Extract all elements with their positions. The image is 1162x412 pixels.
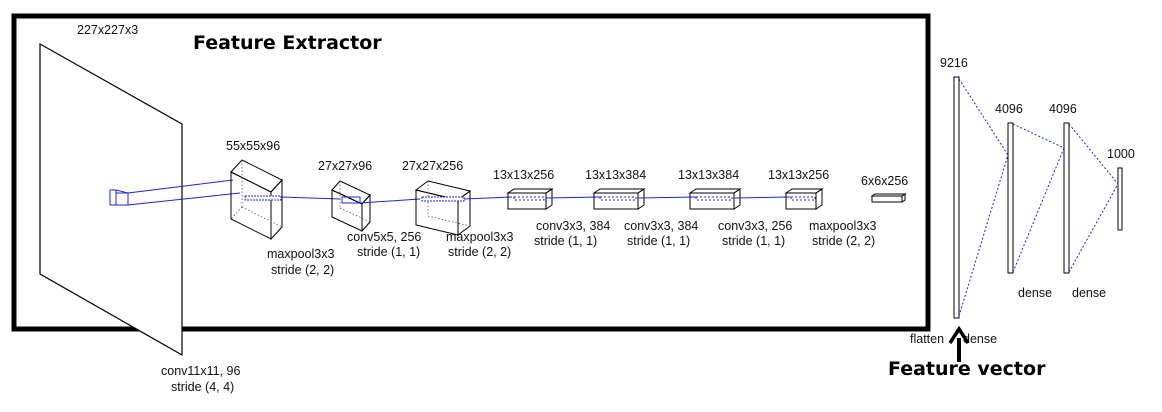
conv4-size-label: 13x13x384	[678, 168, 739, 182]
pool2-block	[506, 188, 554, 210]
proj-conv4	[733, 196, 791, 199]
conv5-size-label: 13x13x256	[768, 168, 829, 182]
conv1-block	[230, 159, 283, 241]
pool1-kernel	[341, 196, 361, 204]
proj-input-top	[127, 179, 234, 194]
dense0-op-label: dense	[963, 332, 997, 346]
pool1-block	[331, 180, 371, 233]
dense1-layer	[1007, 122, 1014, 274]
dense-connections	[958, 78, 1119, 317]
pool2-stride-label: stride (2, 2)	[448, 245, 511, 259]
conv1-size-label: 55x55x96	[226, 139, 280, 153]
pool5-op-label: maxpool3x3	[809, 219, 876, 233]
conv2-size-label: 27x27x256	[402, 159, 463, 173]
conv5-block	[784, 188, 824, 210]
conv5-op-label: conv3x3, 256	[718, 219, 792, 233]
conv4-kernel	[695, 196, 733, 201]
pool5-stride-label: stride (2, 2)	[812, 234, 875, 248]
output-layer	[1117, 167, 1123, 231]
conv1-kernel-tube	[244, 195, 282, 201]
dense2-op-label: dense	[1072, 286, 1106, 300]
flatten-op-label: flatten	[910, 332, 944, 346]
conv1-stride-label: stride (4, 4)	[171, 380, 234, 394]
conv3-block	[592, 188, 646, 210]
proj-conv1	[280, 196, 341, 200]
dense1-size-label: 4096	[995, 102, 1023, 116]
pool1-op-label: maxpool3x3	[267, 247, 334, 261]
feature-vector-title: Feature vector	[888, 358, 1046, 380]
proj-input-bottom	[127, 192, 241, 206]
proj-pool2	[545, 196, 601, 199]
dense1-op-label: dense	[1018, 286, 1052, 300]
conv2-stride-label: stride (1, 1)	[357, 245, 420, 259]
flatten-size-label: 9216	[940, 56, 968, 70]
feature-extractor-frame	[11, 13, 931, 332]
conv5-stride-label: stride (1, 1)	[722, 234, 785, 248]
pool2-kernel	[513, 196, 545, 201]
input-size-label: 227x227x3	[77, 23, 138, 37]
conv4-op-label: conv3x3, 384	[624, 219, 698, 233]
output-size-label: 1000	[1107, 147, 1135, 161]
pool1-size-label: 27x27x96	[318, 159, 372, 173]
conv1-op-label: conv11x11, 96	[161, 364, 241, 378]
conv4-stride-label: stride (1, 1)	[627, 234, 690, 248]
conv3-kernel	[599, 196, 637, 201]
dense2-layer	[1063, 122, 1070, 274]
pool1-stride-label: stride (2, 2)	[271, 263, 334, 277]
pool2-op-label: maxpool3x3	[446, 230, 513, 244]
conv2-block	[414, 180, 472, 236]
pool5-block	[870, 193, 907, 203]
conv5-kernel	[790, 196, 816, 201]
pool5-size-label: 6x6x256	[861, 174, 908, 188]
conv4-block	[688, 188, 742, 210]
conv3-stride-label: stride (1, 1)	[534, 234, 597, 248]
flatten-layer	[953, 76, 960, 319]
input-plane	[39, 42, 183, 357]
conv2-op-label: conv5x5, 256	[347, 230, 421, 244]
conv3-op-label: conv3x3, 384	[536, 219, 610, 233]
feature-vector-arrow	[948, 325, 970, 362]
input-receptive-field	[109, 189, 129, 206]
proj-pool1	[359, 198, 421, 204]
dense2-size-label: 4096	[1049, 102, 1077, 116]
conv3-size-label: 13x13x384	[585, 168, 646, 182]
conv2-kernel-tube	[421, 196, 465, 202]
proj-conv3	[637, 196, 697, 199]
proj-conv2	[463, 196, 513, 200]
pool2-size-label: 13x13x256	[493, 168, 554, 182]
feature-extractor-title: Feature Extractor	[193, 32, 382, 54]
